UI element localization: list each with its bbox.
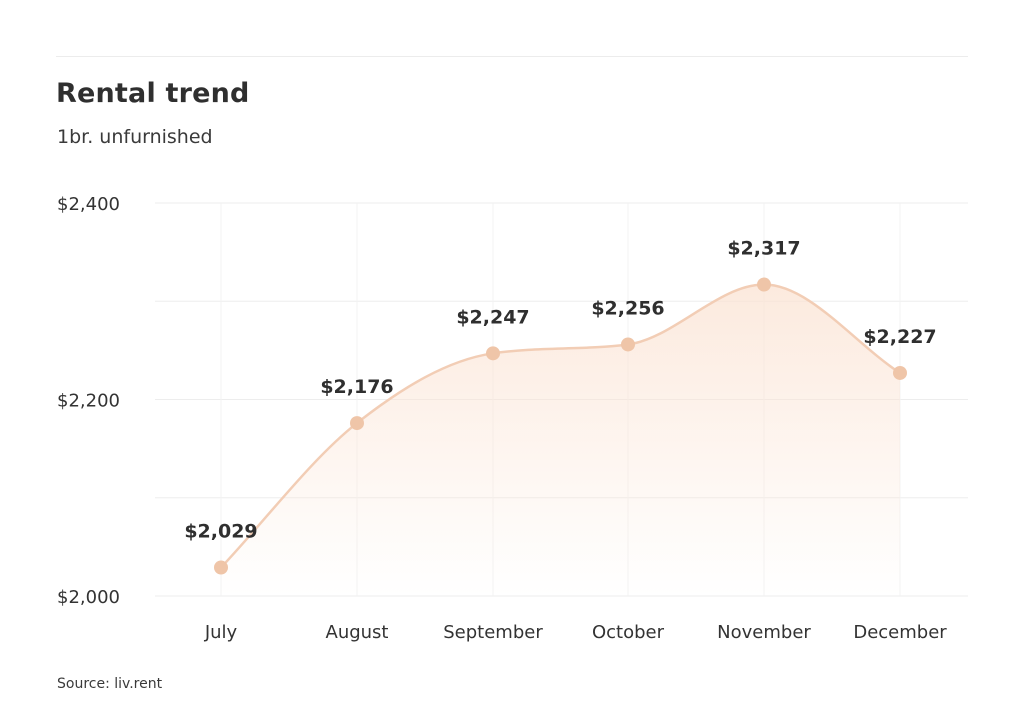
data-label: $2,256 (591, 297, 664, 319)
source-note: Source: liv.rent (57, 676, 163, 692)
x-tick-label: December (853, 622, 947, 643)
chart-subtitle: 1br. unfurnished (57, 126, 213, 148)
data-point (486, 346, 500, 361)
series-area (221, 284, 900, 596)
data-label: $2,176 (320, 376, 393, 398)
data-label: $2,247 (456, 306, 529, 328)
data-point (214, 560, 228, 575)
x-tick-label: September (443, 622, 543, 643)
y-tick-label: $2,400 (57, 194, 120, 215)
data-label: $2,227 (863, 326, 936, 348)
y-tick-label: $2,200 (57, 391, 120, 412)
x-tick-label: August (326, 622, 389, 643)
x-tick-label: November (717, 622, 811, 643)
series-line (220, 283, 901, 569)
data-point (621, 337, 635, 352)
x-tick-label: July (204, 622, 238, 643)
data-point (757, 277, 771, 292)
chart-title: Rental trend (56, 78, 250, 109)
data-point (350, 416, 364, 431)
y-tick-label: $2,000 (57, 587, 120, 608)
top-divider (56, 56, 968, 57)
x-tick-label: October (592, 622, 665, 643)
data-point (893, 365, 907, 380)
data-label: $2,029 (184, 521, 257, 543)
data-label: $2,317 (727, 238, 800, 260)
